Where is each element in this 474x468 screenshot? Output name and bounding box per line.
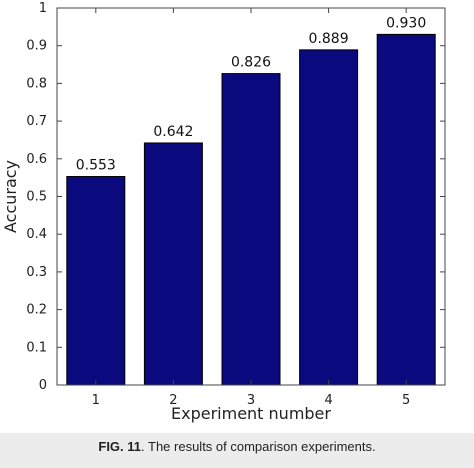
- y-tick-label: 0.8: [26, 76, 47, 91]
- y-tick-label: 0.1: [26, 340, 47, 355]
- x-tick-label: 5: [402, 393, 410, 408]
- y-tick-label: 0.5: [26, 190, 47, 205]
- data-label: 0.642: [153, 124, 193, 140]
- bar-experiment-1: [66, 176, 126, 386]
- caption-text: . The results of comparison experiments.: [141, 439, 376, 454]
- data-labels: 0.553 0.642 0.826 0.889 0.930: [76, 15, 426, 173]
- y-axis-title: Accuracy: [1, 160, 20, 233]
- y-tick-label: 0.4: [26, 227, 47, 242]
- data-label: 0.930: [386, 15, 426, 31]
- y-tick-label: 0.7: [26, 114, 47, 129]
- figure-caption: FIG. 11. The results of comparison exper…: [0, 433, 474, 468]
- data-label: 0.889: [309, 31, 349, 47]
- x-axis-title: Experiment number: [171, 404, 331, 423]
- bar-experiment-5: [376, 33, 436, 386]
- data-label: 0.826: [231, 55, 271, 71]
- y-tick-label: 1: [39, 1, 47, 16]
- bar-experiment-3: [221, 73, 281, 386]
- x-axis-ticks: 1 2 3 4 5: [92, 8, 410, 408]
- bar-experiment-4: [299, 49, 359, 386]
- y-tick-label: 0.3: [26, 265, 47, 280]
- y-axis-ticks: 0 0.1 0.2 0.3 0.4 0.5 0.6 0.7 0.8 0.9 1: [26, 1, 445, 393]
- bars: [66, 33, 436, 386]
- y-tick-label: 0: [39, 378, 47, 393]
- data-label: 0.553: [76, 158, 116, 174]
- y-tick-label: 0.9: [26, 39, 47, 54]
- x-tick-label: 4: [324, 393, 332, 408]
- x-tick-label: 1: [92, 393, 100, 408]
- y-tick-label: 0.6: [26, 152, 47, 167]
- y-tick-label: 0.2: [26, 303, 47, 318]
- x-tick-label: 2: [169, 393, 177, 408]
- bar-experiment-2: [143, 142, 203, 386]
- figure-label: FIG. 11: [98, 439, 142, 454]
- plot-frame: [56, 7, 446, 386]
- x-tick-label: 3: [247, 393, 255, 408]
